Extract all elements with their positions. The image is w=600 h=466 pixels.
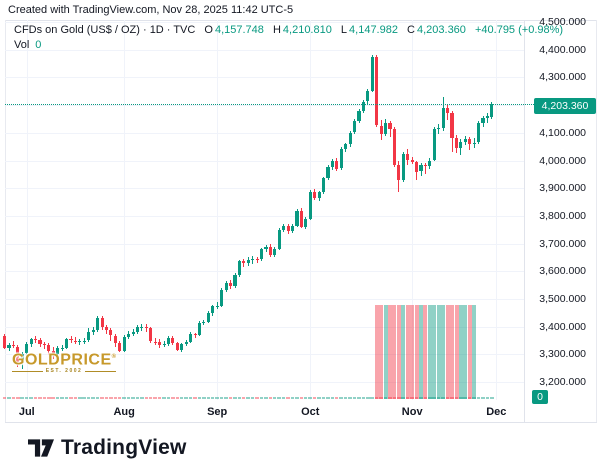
ohlc-close-value: 4,203.360: [416, 24, 466, 36]
chart-plot-area[interactable]: [5, 20, 524, 400]
price-axis-separator: [524, 20, 525, 422]
tradingview-logo-icon: [28, 439, 54, 457]
ohlc-high-label: H: [272, 24, 281, 36]
tradingview-footer-logo[interactable]: TradingView: [28, 436, 187, 460]
volume-zero-label: 0: [532, 390, 548, 404]
goldprice-watermark: GOLDPRICE® EST. 2002: [12, 350, 117, 375]
goldprice-est-line: EST. 2002: [12, 368, 116, 374]
tradingview-brand-text: TradingView: [61, 436, 187, 459]
chart-border-left: [5, 20, 6, 422]
volume-legend-value: 0: [35, 39, 42, 51]
ohlc-open-label: O: [204, 24, 213, 36]
chart-border-right: [596, 20, 597, 422]
chart-border-top: [5, 20, 597, 21]
ohlc-low-label: L: [340, 24, 348, 36]
ohlc-high-value: 4,210.810: [282, 24, 332, 36]
attribution-text: Created with TradingView.com, Nov 28, 20…: [8, 4, 294, 16]
ohlc-close-label: C: [407, 24, 415, 36]
price-axis[interactable]: [525, 20, 597, 400]
ohlc-open-value: 4,157.748: [214, 24, 264, 36]
chart-legend: CFDs on Gold (US$ / OZ) · 1D · TVC O 4,15…: [14, 24, 565, 51]
symbol-title[interactable]: CFDs on Gold (US$ / OZ) · 1D · TVC: [14, 24, 196, 36]
change-value: +40.795 (+0.98%): [474, 24, 564, 36]
current-price-label: 4,203.360: [534, 98, 596, 114]
volume-legend-label[interactable]: Vol: [14, 39, 30, 51]
time-axis[interactable]: [5, 401, 524, 422]
chart-border-bottom: [5, 422, 597, 423]
goldprice-logo-text: GOLDPRICE®: [12, 351, 117, 369]
registered-mark-icon: ®: [111, 354, 117, 360]
ohlc-low-value: 4,147.982: [349, 24, 398, 36]
current-price-line: [5, 104, 534, 105]
